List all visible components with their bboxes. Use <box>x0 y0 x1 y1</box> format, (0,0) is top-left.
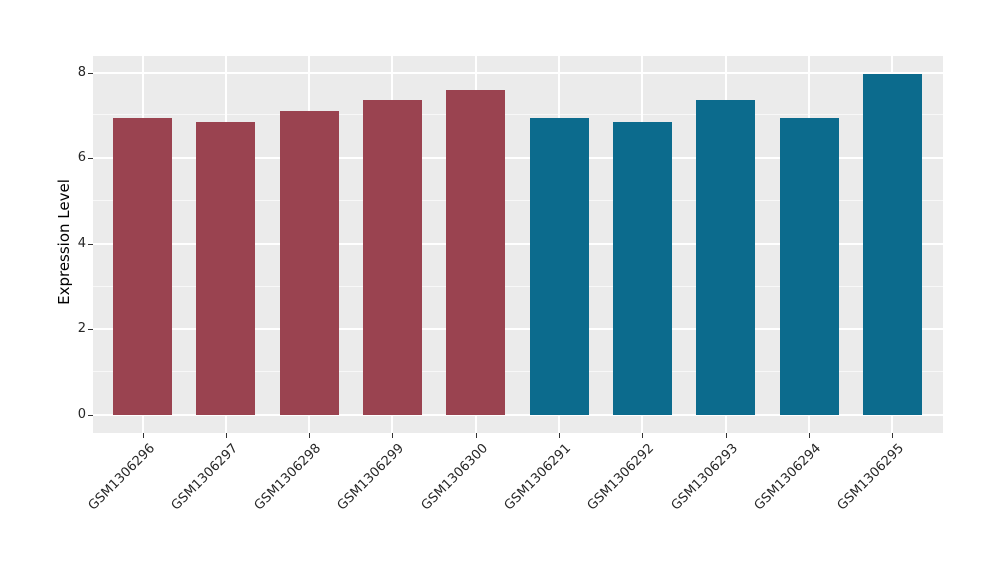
y-tick-label-0: 0 <box>77 407 86 422</box>
major-gridline-y6 <box>93 157 943 160</box>
x-tick-mark-GSM1306298 <box>309 433 310 438</box>
x-tick-mark-GSM1306300 <box>476 433 477 438</box>
y-tick-label-8: 8 <box>77 65 86 80</box>
x-tick-label-GSM1306297: GSM1306297 <box>168 441 241 514</box>
y-tick-mark-2 <box>88 329 93 330</box>
major-gridline-y8 <box>93 71 943 74</box>
x-tick-label-GSM1306300: GSM1306300 <box>418 441 491 514</box>
x-tick-label-GSM1306296: GSM1306296 <box>85 441 158 514</box>
plot-panel <box>93 56 943 433</box>
y-tick-mark-4 <box>88 244 93 245</box>
x-tick-mark-GSM1306296 <box>143 433 144 438</box>
x-tick-mark-GSM1306293 <box>726 433 727 438</box>
bar-GSM1306292 <box>613 122 672 415</box>
y-tick-label-6: 6 <box>77 150 86 165</box>
x-tick-mark-GSM1306297 <box>226 433 227 438</box>
minor-gridline-y3 <box>93 285 943 287</box>
y-tick-mark-8 <box>88 73 93 74</box>
x-tick-label-GSM1306293: GSM1306293 <box>668 441 741 514</box>
bar-GSM1306293 <box>696 100 755 415</box>
major-gridline-y0 <box>93 414 943 416</box>
y-tick-mark-6 <box>88 158 93 159</box>
x-tick-mark-GSM1306292 <box>642 433 643 438</box>
minor-gridline-y5 <box>93 200 943 201</box>
bar-GSM1306295 <box>863 74 922 415</box>
y-tick-label-4: 4 <box>77 236 86 251</box>
bar-GSM1306300 <box>446 90 505 415</box>
x-tick-label-GSM1306295: GSM1306295 <box>834 441 907 514</box>
bar-GSM1306299 <box>363 100 422 415</box>
minor-gridline-y1 <box>93 371 943 373</box>
bar-GSM1306296 <box>113 118 172 415</box>
x-tick-label-GSM1306298: GSM1306298 <box>251 441 324 514</box>
y-tick-mark-0 <box>88 415 93 416</box>
y-tick-label-2: 2 <box>77 321 86 336</box>
minor-gridline-y7 <box>93 114 943 116</box>
x-tick-mark-GSM1306291 <box>559 433 560 438</box>
x-tick-label-GSM1306291: GSM1306291 <box>501 441 574 514</box>
bar-GSM1306298 <box>280 111 339 415</box>
x-tick-label-GSM1306294: GSM1306294 <box>751 441 824 514</box>
x-tick-mark-GSM1306294 <box>809 433 810 438</box>
major-gridline-y4 <box>93 242 943 245</box>
x-tick-mark-GSM1306299 <box>392 433 393 438</box>
x-tick-mark-GSM1306295 <box>892 433 893 438</box>
bar-GSM1306291 <box>530 118 589 415</box>
major-gridline-y2 <box>93 328 943 331</box>
x-tick-label-GSM1306292: GSM1306292 <box>584 441 657 514</box>
bar-GSM1306297 <box>196 122 255 415</box>
bar-GSM1306294 <box>780 118 839 415</box>
x-tick-label-GSM1306299: GSM1306299 <box>334 441 407 514</box>
